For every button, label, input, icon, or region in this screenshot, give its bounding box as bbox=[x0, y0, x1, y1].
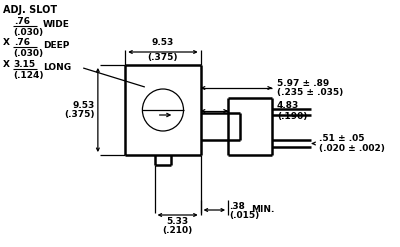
Text: (.020 ± .002): (.020 ± .002) bbox=[319, 144, 385, 153]
Text: .76: .76 bbox=[14, 17, 30, 26]
Text: (.030): (.030) bbox=[14, 49, 44, 58]
Text: .76: .76 bbox=[14, 38, 30, 47]
Text: 9.53: 9.53 bbox=[152, 38, 174, 47]
Text: (.235 ± .035): (.235 ± .035) bbox=[277, 88, 343, 98]
Text: 5.97 ± .89: 5.97 ± .89 bbox=[277, 79, 329, 87]
Text: (.190): (.190) bbox=[277, 111, 307, 121]
Text: X: X bbox=[3, 60, 10, 69]
Text: DEEP: DEEP bbox=[43, 41, 70, 50]
Text: 3.15: 3.15 bbox=[14, 60, 36, 69]
Text: ADJ. SLOT: ADJ. SLOT bbox=[3, 5, 57, 15]
Text: (.375): (.375) bbox=[64, 110, 95, 120]
Text: MIN.: MIN. bbox=[252, 205, 275, 213]
Text: .51 ± .05: .51 ± .05 bbox=[319, 134, 364, 143]
Text: .38: .38 bbox=[229, 202, 245, 210]
Text: WIDE: WIDE bbox=[43, 20, 70, 29]
Text: (.124): (.124) bbox=[14, 71, 44, 80]
Text: LONG: LONG bbox=[43, 63, 71, 72]
Text: (.375): (.375) bbox=[148, 53, 178, 62]
Text: 5.33: 5.33 bbox=[166, 217, 189, 226]
Text: (.015): (.015) bbox=[229, 210, 259, 220]
Text: X: X bbox=[3, 38, 10, 47]
Text: (.030): (.030) bbox=[14, 28, 44, 37]
Text: 9.53: 9.53 bbox=[73, 101, 95, 109]
Text: 4.83: 4.83 bbox=[277, 102, 299, 110]
Text: (.210): (.210) bbox=[162, 226, 193, 235]
